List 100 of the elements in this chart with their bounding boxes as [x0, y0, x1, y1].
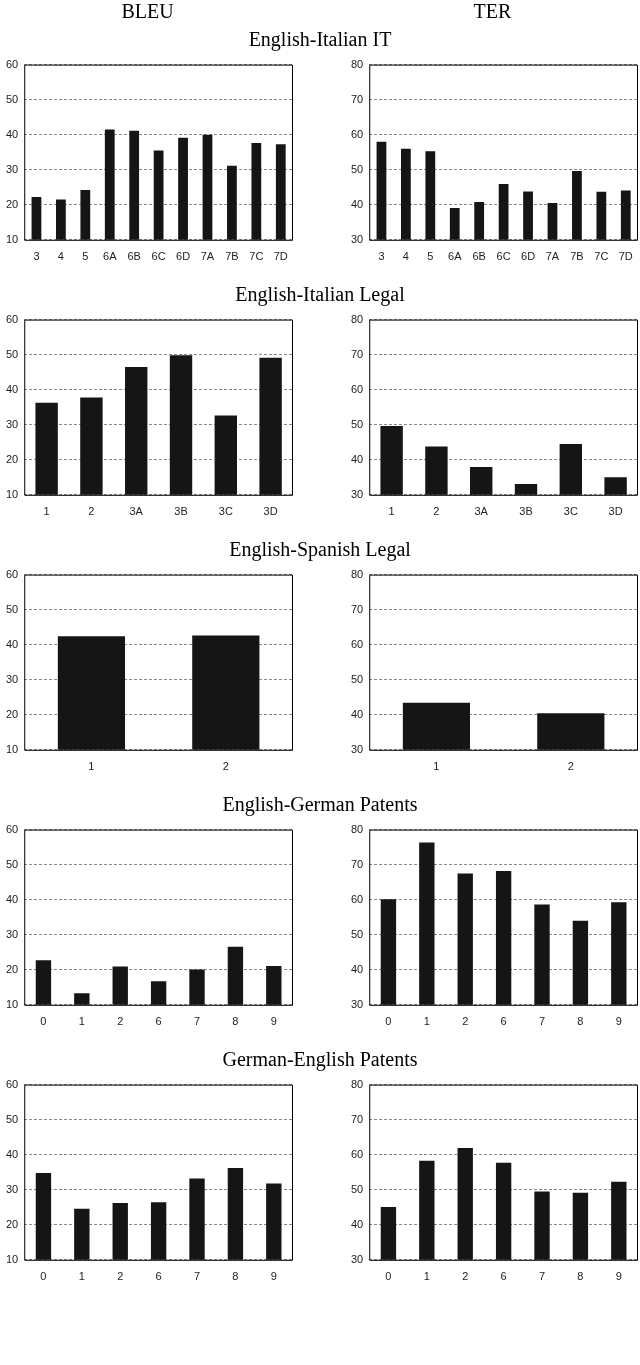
x-tick-label: 2 — [462, 1270, 469, 1283]
y-tick-label: 80 — [350, 822, 364, 835]
x-tick-label: 7C — [249, 250, 264, 263]
x-tick-label: 7 — [538, 1015, 546, 1028]
x-tick-label: 7A — [545, 250, 560, 263]
y-tick-label: 70 — [350, 602, 364, 615]
y-tick-label: 60 — [350, 1147, 364, 1160]
y-tick-label: 10 — [5, 997, 19, 1010]
y-tick-label: 40 — [350, 707, 364, 720]
x-tick-label: 9 — [270, 1270, 277, 1283]
y-tick-label: 40 — [350, 197, 364, 210]
x-tick-label: 5 — [427, 250, 434, 263]
y-tick-label: 80 — [350, 57, 364, 70]
y-tick-label: 60 — [5, 57, 19, 70]
y-tick-label: 10 — [5, 1252, 19, 1265]
y-tick-label: 30 — [5, 162, 19, 175]
x-tick-label: 4 — [402, 250, 409, 263]
y-tick-label: 70 — [350, 857, 364, 870]
chart-title: English-German Patents — [221, 792, 419, 817]
x-tick-label: 6A — [103, 250, 118, 263]
x-tick-label: 7A — [200, 250, 215, 263]
x-tick-label: 8 — [232, 1270, 239, 1283]
y-tick-label: 30 — [5, 672, 19, 685]
x-tick-label: 1 — [433, 760, 440, 773]
y-tick-label: 30 — [350, 487, 364, 500]
y-tick-label: 20 — [5, 707, 19, 720]
chart-subtitle: BLEU — [120, 0, 175, 24]
y-tick-label: 50 — [5, 1112, 19, 1125]
y-tick-label: 30 — [350, 997, 364, 1010]
y-tick-label: 60 — [350, 892, 364, 905]
y-tick-label: 20 — [5, 197, 19, 210]
x-tick-label: 7 — [193, 1015, 201, 1028]
y-tick-label: 30 — [5, 927, 19, 940]
y-tick-label: 40 — [5, 382, 19, 395]
x-tick-label: 3 — [378, 250, 385, 263]
x-tick-label: 3D — [608, 505, 623, 518]
chart-title: English-Italian IT — [247, 27, 393, 52]
x-tick-label: 0 — [385, 1270, 392, 1283]
x-tick-label: 8 — [577, 1015, 584, 1028]
chart-title: English-Spanish Legal — [228, 537, 412, 562]
y-tick-label: 50 — [350, 1182, 364, 1195]
y-tick-label: 70 — [350, 347, 364, 360]
y-tick-label: 40 — [5, 127, 19, 140]
x-tick-label: 6A — [448, 250, 463, 263]
x-tick-label: 7C — [594, 250, 609, 263]
x-tick-label: 1 — [423, 1015, 430, 1028]
x-tick-label: 6 — [500, 1270, 507, 1283]
y-tick-label: 40 — [350, 962, 364, 975]
y-tick-label: 80 — [350, 1077, 364, 1090]
x-tick-label: 7D — [273, 250, 288, 263]
y-tick-label: 50 — [350, 672, 364, 685]
x-tick-label: 0 — [385, 1015, 392, 1028]
chart-subtitle: TER — [472, 0, 513, 24]
x-tick-label: 9 — [615, 1270, 622, 1283]
y-tick-label: 50 — [350, 417, 364, 430]
chart-title: German-English Patents — [221, 1047, 419, 1072]
x-tick-label: 2 — [88, 505, 95, 518]
x-tick-label: 6B — [472, 250, 486, 263]
y-tick-label: 50 — [5, 602, 19, 615]
x-tick-label: 7D — [618, 250, 633, 263]
y-tick-label: 60 — [5, 1077, 19, 1090]
x-tick-label: 3C — [563, 505, 578, 518]
x-tick-label: 6 — [155, 1015, 162, 1028]
y-tick-label: 10 — [5, 487, 19, 500]
x-tick-label: 3D — [263, 505, 278, 518]
x-tick-label: 3B — [519, 505, 533, 518]
y-tick-label: 30 — [5, 1182, 19, 1195]
x-tick-label: 6D — [521, 250, 536, 263]
x-tick-label: 2 — [117, 1015, 124, 1028]
y-tick-label: 70 — [350, 92, 364, 105]
chart-title: English-Italian Legal — [234, 282, 406, 307]
y-tick-label: 60 — [5, 822, 19, 835]
x-tick-label: 0 — [40, 1015, 47, 1028]
y-tick-label: 50 — [5, 92, 19, 105]
x-tick-label: 3B — [174, 505, 188, 518]
x-tick-label: 3 — [33, 250, 40, 263]
x-tick-label: 9 — [270, 1015, 277, 1028]
y-tick-label: 10 — [5, 232, 19, 245]
y-tick-label: 60 — [350, 382, 364, 395]
y-tick-label: 40 — [5, 637, 19, 650]
x-tick-label: 7 — [193, 1270, 201, 1283]
x-tick-label: 6 — [500, 1015, 507, 1028]
x-tick-label: 7 — [538, 1270, 546, 1283]
y-tick-label: 40 — [350, 452, 364, 465]
y-tick-label: 50 — [350, 162, 364, 175]
y-tick-label: 30 — [350, 232, 364, 245]
x-tick-label: 2 — [222, 760, 229, 773]
x-tick-label: 6D — [176, 250, 191, 263]
x-tick-label: 5 — [82, 250, 89, 263]
x-tick-label: 6C — [151, 250, 166, 263]
x-tick-label: 2 — [462, 1015, 469, 1028]
y-tick-label: 20 — [5, 1217, 19, 1230]
x-tick-label: 0 — [40, 1270, 47, 1283]
y-tick-label: 50 — [5, 857, 19, 870]
y-tick-label: 60 — [350, 637, 364, 650]
x-tick-label: 1 — [78, 1015, 85, 1028]
x-tick-label: 7B — [225, 250, 239, 263]
y-tick-label: 20 — [5, 962, 19, 975]
y-tick-label: 50 — [5, 347, 19, 360]
y-tick-label: 40 — [5, 1147, 19, 1160]
